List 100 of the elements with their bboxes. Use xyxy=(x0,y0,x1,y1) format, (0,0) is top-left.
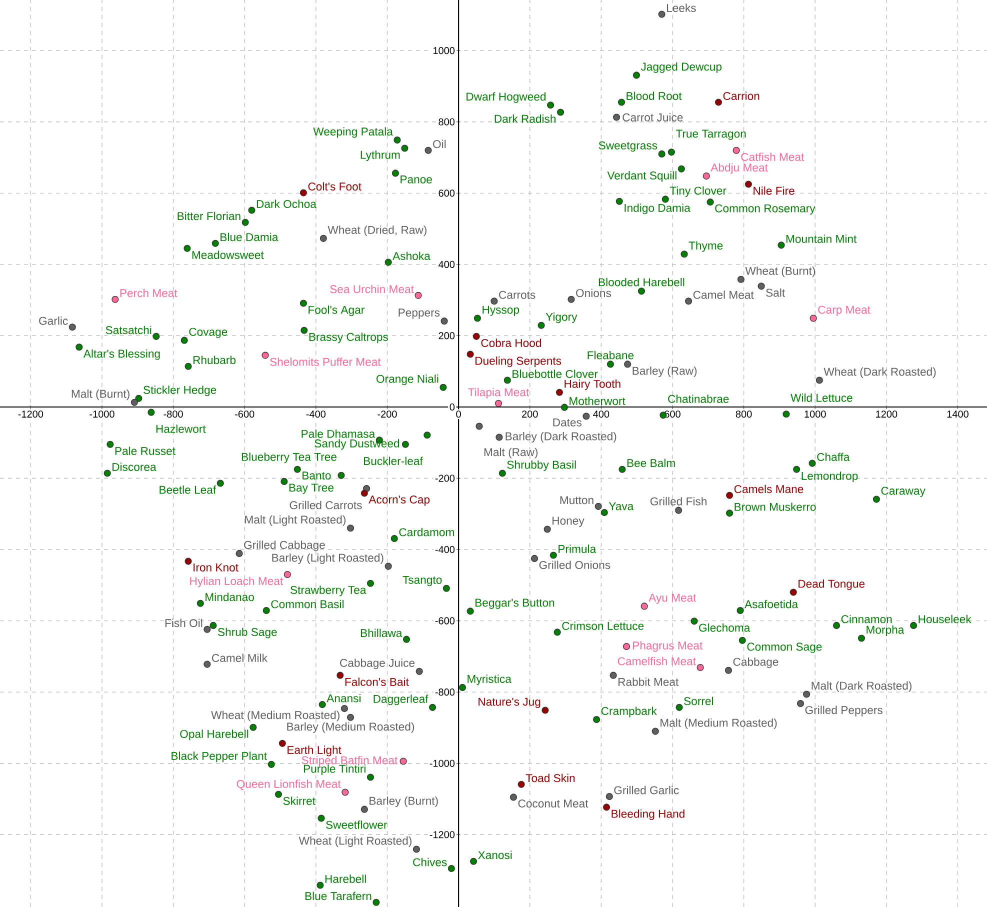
y-tick-label: -600 xyxy=(435,617,455,624)
data-label: Dark Ochoa xyxy=(256,200,316,208)
data-label: Camels Mane xyxy=(734,484,804,494)
data-label: Glechoma xyxy=(699,623,750,632)
data-label: Wheat (Burnt) xyxy=(745,266,816,278)
point xyxy=(510,794,518,801)
data-label: Pale Dhamasa xyxy=(302,430,376,438)
data-label: Wheat (Light Roasted) xyxy=(298,836,412,847)
data-label: Harebell xyxy=(325,874,366,883)
data-label: Onions xyxy=(576,288,611,298)
data-label: Shrub Sage xyxy=(218,628,277,638)
data-label: Blue Damia xyxy=(220,232,278,242)
data-label: Bhillawa xyxy=(360,628,402,638)
data-label: Abdju Meat xyxy=(710,163,768,174)
data-label: Earth Light xyxy=(288,746,342,756)
x-tick-label: -1000 xyxy=(90,410,114,418)
data-label: Grilled Peppers xyxy=(805,706,882,716)
data-label: Stickler Hedge xyxy=(144,386,216,396)
point xyxy=(696,664,704,672)
data-label: Sweetgrass xyxy=(598,141,658,152)
point xyxy=(542,706,549,714)
data-label: Dueling Serpents xyxy=(476,356,562,368)
data-label: Buckler-leaf xyxy=(364,456,423,466)
data-label: Myristica xyxy=(468,674,512,686)
data-label: Iron Knot xyxy=(194,564,238,572)
point xyxy=(652,728,659,735)
data-label: Thyme xyxy=(688,241,723,252)
data-label: Leeks xyxy=(666,4,696,12)
point xyxy=(340,704,348,712)
data-label: Hyssop xyxy=(482,306,520,316)
y-tick-label: 1000 xyxy=(433,47,455,54)
data-label: Barley (Burnt) xyxy=(370,796,438,808)
y-tick-label: 200 xyxy=(438,332,455,340)
point xyxy=(624,360,632,368)
point xyxy=(622,642,630,650)
data-label: Nature's Jug xyxy=(478,698,540,708)
point xyxy=(320,234,327,242)
point xyxy=(476,422,483,430)
data-label: Cabbage Juice xyxy=(340,658,415,670)
point xyxy=(204,626,211,633)
data-label: Grilled Fish xyxy=(650,497,706,506)
data-label: Lythrum xyxy=(360,150,400,162)
point xyxy=(494,400,502,407)
data-label: Sorrel xyxy=(684,696,714,706)
data-label: Orange Niali xyxy=(376,374,438,386)
data-label: Houseleek xyxy=(918,614,972,624)
data-label: Dwarf Hogweed xyxy=(466,92,546,103)
point xyxy=(675,506,682,514)
point xyxy=(556,388,564,396)
data-label: Dates xyxy=(553,418,582,426)
point xyxy=(204,660,211,668)
data-label: Brassy Caltrops xyxy=(309,332,388,344)
x-tick-label: -800 xyxy=(164,410,183,418)
data-label: Morpha xyxy=(866,625,904,636)
data-label: Malt (Medium Roasted) xyxy=(660,718,777,730)
data-label: Sandy Dustweed xyxy=(314,439,400,450)
data-label: Barley (Dark Roasted) xyxy=(506,432,616,443)
data-label: Satsatchi xyxy=(106,326,152,334)
data-label: Shelomits Puffer Meat xyxy=(270,358,381,366)
data-label: Grilled Onions xyxy=(539,560,610,570)
y-tick-label: -400 xyxy=(435,546,455,554)
point xyxy=(810,314,817,322)
point xyxy=(284,570,291,578)
data-label: Pale Russet xyxy=(115,446,176,455)
data-label: Coconut Meat xyxy=(518,799,588,808)
data-label: Carrots xyxy=(499,290,536,299)
data-label: Common Sage xyxy=(747,642,822,653)
point xyxy=(262,352,269,359)
data-label: Indigo Damia xyxy=(624,204,690,214)
point xyxy=(400,758,407,765)
point xyxy=(658,10,666,18)
point xyxy=(726,492,734,499)
data-label: Salt xyxy=(766,288,786,297)
point xyxy=(360,490,368,497)
data-label: Carrot Juice xyxy=(622,113,683,122)
data-label: Fleabane xyxy=(588,350,634,360)
point xyxy=(685,298,692,305)
y-tick-label: 600 xyxy=(438,190,455,197)
data-label: Carrion xyxy=(723,92,760,100)
data-label: Tsangto xyxy=(402,576,442,586)
point xyxy=(336,672,344,679)
data-label: Sea Urchin Meat xyxy=(330,284,414,294)
data-label: Weeping Patala xyxy=(313,127,393,138)
point xyxy=(530,554,538,562)
point xyxy=(640,602,648,610)
data-label: Banto xyxy=(302,472,331,480)
data-label: Peppers xyxy=(398,308,440,319)
data-label: Bluebottle Clover xyxy=(512,370,598,378)
point xyxy=(603,804,610,811)
data-label: Crimson Lettuce xyxy=(562,622,644,630)
x-tick-label: 1200 xyxy=(876,410,898,418)
data-label: Brown Muskerro xyxy=(734,502,816,511)
x-tick-label: -400 xyxy=(306,410,326,418)
data-label: Carp Meat xyxy=(818,306,870,316)
data-label: Beggar's Button xyxy=(476,598,554,609)
data-label: Strawberry Tea xyxy=(290,586,366,596)
data-label: Grilled Cabbage xyxy=(244,540,325,552)
data-label: Grilled Garlic xyxy=(614,786,679,794)
data-label: Toad Skin xyxy=(526,774,575,782)
data-label: Common Rosemary xyxy=(715,204,816,215)
